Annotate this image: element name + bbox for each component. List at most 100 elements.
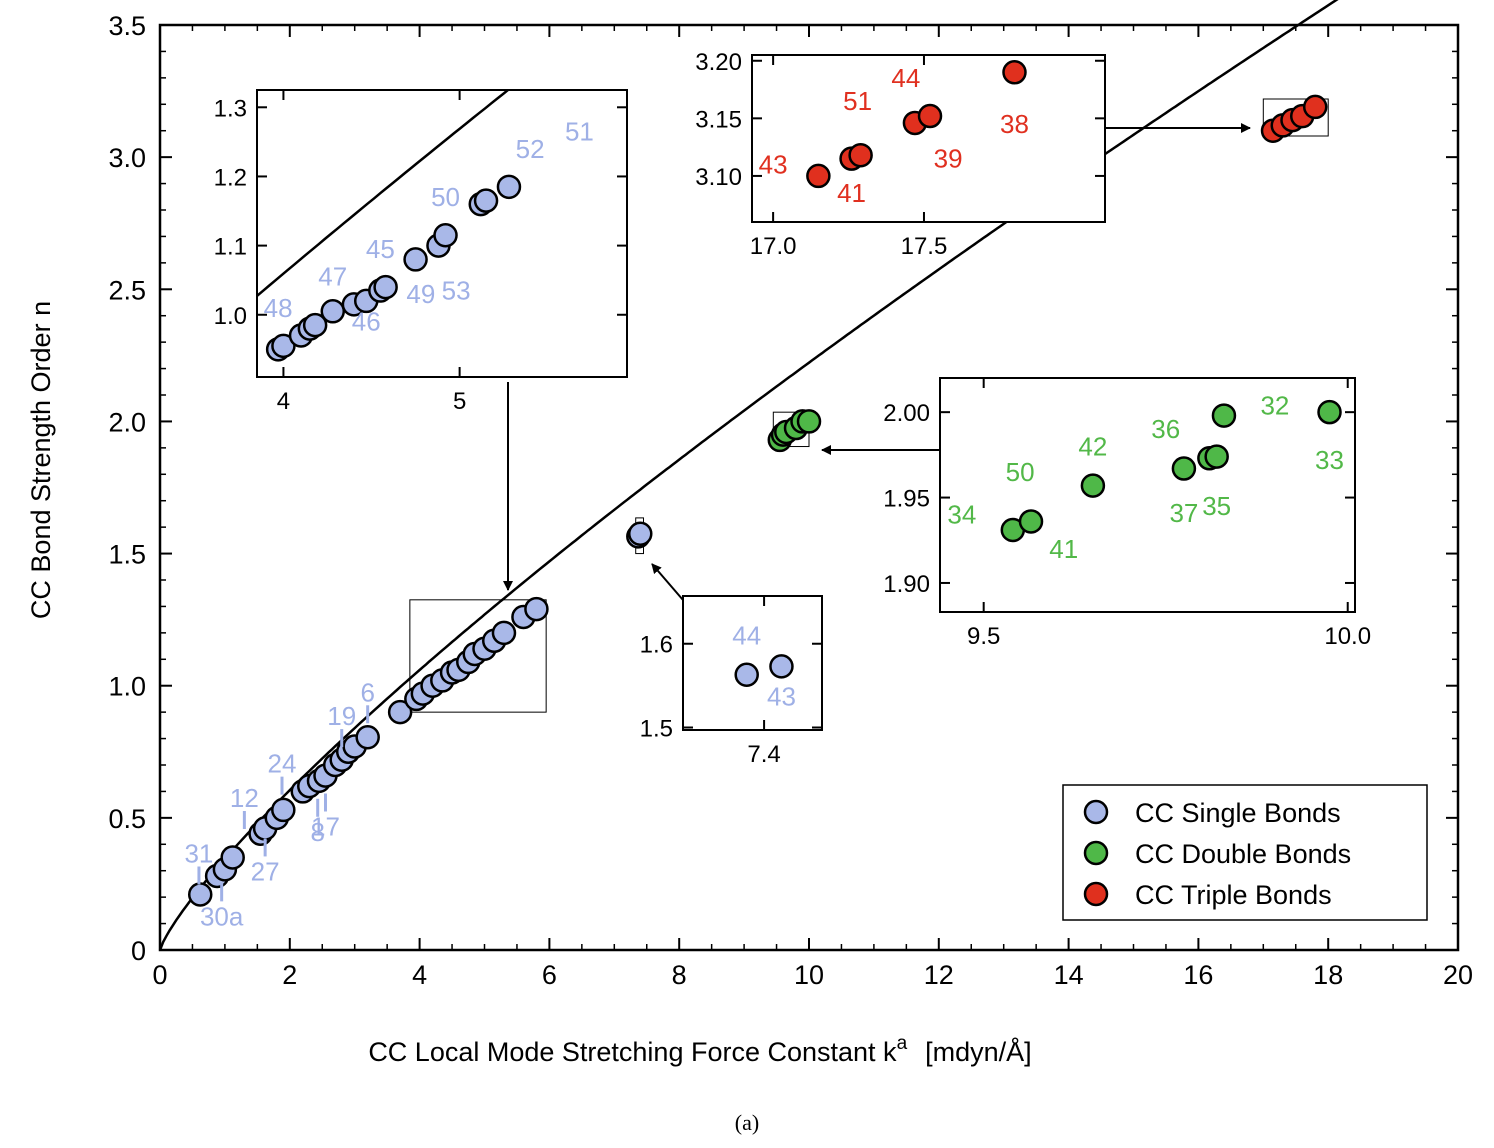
point-label: 24 <box>268 749 297 779</box>
inset-x-tick-label: 7.4 <box>747 741 780 768</box>
single-bond-point <box>491 620 517 646</box>
inset-triple-bonds: 17.0 17.5 3.10 3.15 3.20 43 41 51 44 39 38 <box>695 49 1106 260</box>
inset-point-label: 51 <box>843 86 872 116</box>
inset-double-bonds: 9.5 10.0 1.90 1.95 2.00 34 50 41 42 36 37 35 32 33 <box>883 377 1371 650</box>
x-axis-label-superscript: a <box>897 1033 908 1054</box>
inset-point <box>320 299 346 324</box>
figure-caption: (a) <box>735 1110 759 1135</box>
inset-frame <box>939 377 1356 613</box>
point-label: 6 <box>360 677 374 707</box>
inset-x-tick-label: 17.0 <box>750 233 797 260</box>
inset-point <box>669 89 691 111</box>
point-label: 17 <box>311 812 340 842</box>
x-tick-label: 8 <box>672 960 687 990</box>
inset-point-label: 51 <box>565 116 594 146</box>
y-tick-label: 2.5 <box>108 275 146 305</box>
inset-point <box>734 662 759 687</box>
x-tick-label: 12 <box>924 960 954 990</box>
inset-x-tick-label: 10.0 <box>1324 623 1371 650</box>
point-label: 12 <box>230 783 259 813</box>
inset-content <box>734 654 794 687</box>
inset-x-tick-label: 5 <box>453 388 466 415</box>
y-tick-label: 3.0 <box>108 143 146 173</box>
inset-y-tick-label: 3.15 <box>695 106 742 133</box>
inset-point <box>1171 456 1197 481</box>
x-tick-label: 2 <box>282 960 297 990</box>
inset-point-label: 38 <box>1000 109 1029 139</box>
inset-point <box>473 188 499 213</box>
inset-y-tick-label: 1.0 <box>214 303 247 330</box>
inset-point-label: 43 <box>767 682 796 712</box>
inset-point-label: 42 <box>1078 431 1107 461</box>
x-axis-label: CC Local Mode Stretching Force Constant … <box>368 1033 1031 1067</box>
inset-content <box>806 60 1027 189</box>
legend-marker <box>1083 881 1109 907</box>
inset-point-label: 49 <box>406 279 435 309</box>
legend-marker <box>1083 840 1109 866</box>
zoom-arrow <box>651 563 684 601</box>
inset-y-tick-label: 1.95 <box>883 486 930 513</box>
inset-y-tick-label: 3.20 <box>695 49 742 76</box>
single-bond-point <box>628 521 653 546</box>
inset-y-tick-label: 1.5 <box>640 715 673 742</box>
inset-y-tick-label: 1.90 <box>883 571 930 598</box>
inset-point <box>433 222 458 248</box>
inset-point <box>496 174 522 200</box>
inset-point <box>1002 60 1027 85</box>
inset-point <box>373 274 398 300</box>
x-tick-label: 0 <box>152 960 167 990</box>
inset-point-label: 35 <box>1202 491 1231 521</box>
inset-x-tick-label: 4 <box>277 388 290 415</box>
x-axis-label-unit: [mdyn/Å] <box>925 1036 1032 1067</box>
inset-point-label: 44 <box>732 620 761 650</box>
inset-point <box>403 247 428 272</box>
point-label: 27 <box>251 856 280 886</box>
inset-point <box>1211 403 1237 428</box>
inset-point-label: 32 <box>1260 390 1289 420</box>
legend-entry: CC Double Bonds <box>1135 839 1351 869</box>
legend-frame <box>1062 784 1428 921</box>
inset-point <box>271 333 296 359</box>
x-tick-label: 18 <box>1313 960 1343 990</box>
inset-point-label: 48 <box>264 293 293 323</box>
inset-pair-7.4: 7.4 1.5 1.6 44 43 <box>640 595 823 768</box>
inset-point <box>664 93 686 115</box>
point-label: 19 <box>327 701 356 731</box>
inset-y-tick-label: 1.6 <box>640 632 673 659</box>
legend-marker <box>1083 799 1109 825</box>
inset-point-label: 36 <box>1151 414 1180 444</box>
inset-point-label: 45 <box>366 234 395 264</box>
inset-point-label: 50 <box>1006 457 1035 487</box>
fit-curve <box>158 0 1339 951</box>
inset-y-tick-label: 1.2 <box>214 164 247 191</box>
inset-y-tick-label: 1.1 <box>214 234 247 261</box>
inset-y-tick-label: 1.3 <box>214 95 247 122</box>
x-tick-label: 16 <box>1183 960 1213 990</box>
point-label: 31 <box>184 839 213 869</box>
legend: CC Single Bonds CC Double Bonds CC Triple … <box>1062 784 1428 921</box>
inset-point-label: 39 <box>934 144 963 174</box>
inset-point-label: 52 <box>516 134 545 164</box>
zoom-box <box>1262 98 1329 137</box>
y-tick-label: 0 <box>131 936 146 966</box>
inset-fit-curve <box>257 90 510 297</box>
inset-point-label: 43 <box>759 149 788 179</box>
inset-point-label: 53 <box>442 276 471 306</box>
y-tick-label: 2.0 <box>108 407 146 437</box>
x-tick-label: 6 <box>542 960 557 990</box>
inset-point <box>769 654 794 679</box>
x-tick-label: 14 <box>1054 960 1084 990</box>
single-bond-point <box>387 699 413 725</box>
single-bond-point <box>220 845 245 870</box>
single-bond-point <box>271 797 296 823</box>
zoom-box <box>409 599 547 713</box>
inset-point-label: 37 <box>1169 498 1198 528</box>
inset-point <box>848 142 873 168</box>
legend-entry: CC Triple Bonds <box>1135 880 1332 910</box>
inset-point <box>806 163 831 189</box>
inset-point-label: 46 <box>352 307 381 337</box>
single-bond-point <box>524 596 549 622</box>
x-tick-label: 10 <box>794 960 824 990</box>
